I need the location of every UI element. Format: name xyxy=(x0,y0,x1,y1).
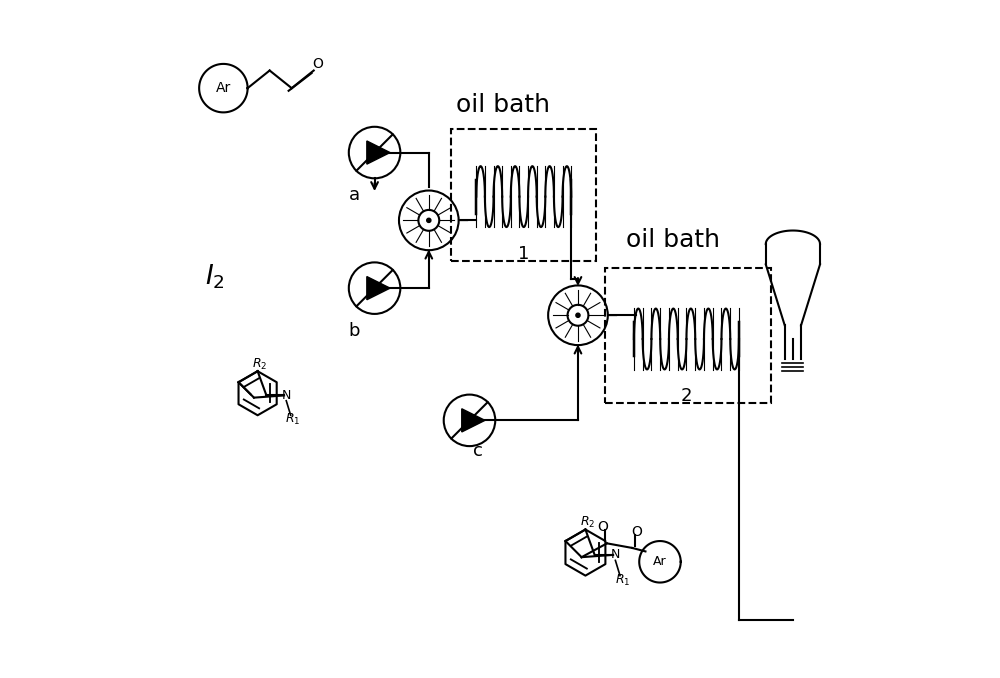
Text: Ar: Ar xyxy=(216,81,231,95)
Text: O: O xyxy=(597,520,608,534)
Text: N: N xyxy=(611,549,620,561)
Text: $R_1$: $R_1$ xyxy=(615,573,630,588)
Text: O: O xyxy=(631,525,642,539)
Text: $R_1$: $R_1$ xyxy=(285,412,301,427)
Circle shape xyxy=(576,313,580,317)
Text: c: c xyxy=(473,442,483,460)
Text: $R_2$: $R_2$ xyxy=(252,357,267,372)
Text: oil bath: oil bath xyxy=(456,93,550,117)
Polygon shape xyxy=(367,141,390,164)
Text: oil bath: oil bath xyxy=(626,228,720,252)
Text: Ar: Ar xyxy=(653,555,667,568)
Text: $R_2$: $R_2$ xyxy=(580,515,595,530)
Text: b: b xyxy=(348,321,360,340)
Text: a: a xyxy=(349,186,360,204)
Text: $I_2$: $I_2$ xyxy=(205,263,225,292)
Text: 2: 2 xyxy=(681,387,692,405)
Text: 1: 1 xyxy=(518,245,529,263)
Polygon shape xyxy=(462,409,485,432)
Text: O: O xyxy=(313,57,324,71)
Text: N: N xyxy=(282,389,291,402)
Polygon shape xyxy=(367,277,390,300)
Circle shape xyxy=(427,218,431,222)
